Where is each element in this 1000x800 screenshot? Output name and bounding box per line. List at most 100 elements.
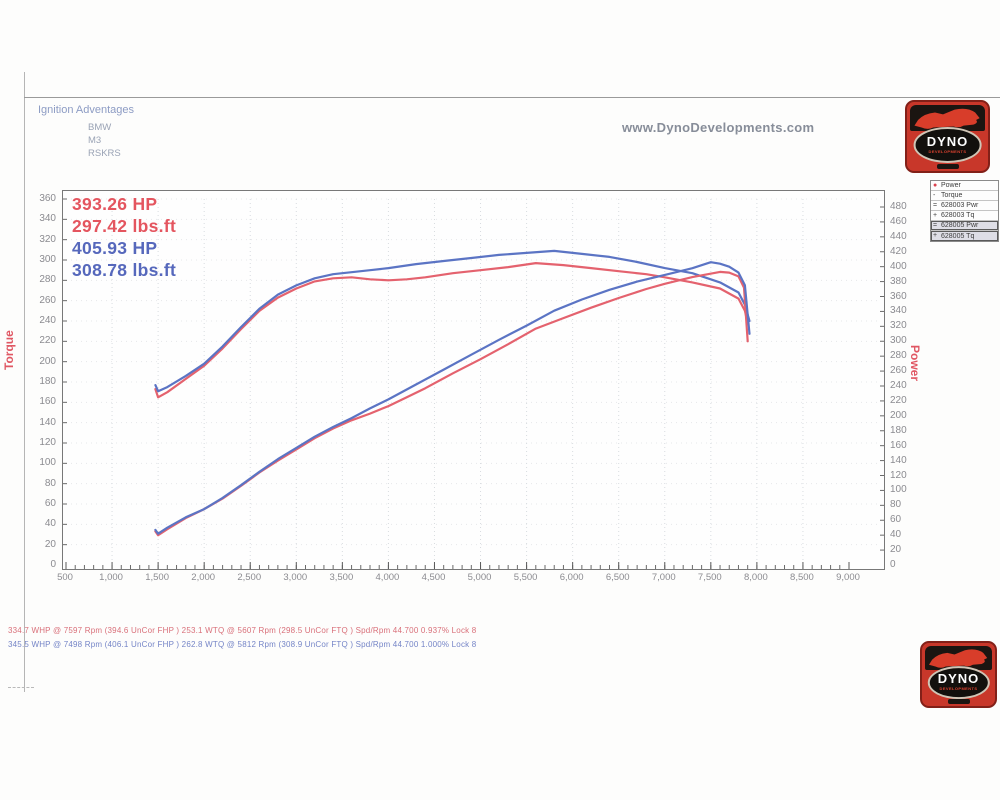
- power-tick-label: 460: [890, 215, 907, 227]
- legend-marker-icon: =: [933, 201, 938, 209]
- legend-item-628005-pwr: = 628005 Pwr: [931, 221, 998, 231]
- rpm-tick-label: 2,000: [191, 572, 216, 583]
- peak-stat-line: 405.93 HP: [72, 238, 158, 258]
- dyno-chart-canvas: [63, 198, 884, 569]
- rpm-tick-label: 8,500: [790, 572, 814, 583]
- power-tick-label: 420: [890, 245, 907, 257]
- torque-tick-label: 340: [39, 213, 56, 225]
- dyno-logo: DYNO DEVELOPMENTS: [920, 641, 997, 708]
- power-tick-label: 160: [890, 439, 907, 451]
- power-tick-label: 20: [890, 544, 902, 556]
- power-tick-label: 100: [890, 484, 907, 496]
- logo-foot: [947, 699, 970, 704]
- chart-legend: ● Power - Torque = 628003 Pwr +628003 Tq = 62800…: [930, 180, 999, 242]
- rpm-tick-label: 4,000: [375, 572, 400, 583]
- rpm-tick-label: 5,500: [513, 572, 538, 583]
- race-car-icon: [925, 646, 992, 670]
- rpm-tick-label: 2,500: [237, 572, 262, 583]
- torque-tick-label: 240: [39, 315, 56, 326]
- logo-name: DYNO: [937, 671, 980, 687]
- run-details: BMW M3 RSKRS: [88, 121, 121, 160]
- race-car-icon: [910, 105, 985, 132]
- rpm-tick-label: 6,000: [559, 572, 584, 583]
- legend-item-628005-tq: +628005 Tq: [931, 231, 998, 241]
- torque-tick-label: 120: [39, 437, 56, 448]
- curve-628003-tq: [154, 261, 749, 399]
- curve-628003-pwr: [154, 270, 749, 537]
- legend-label: 628003 Tq: [941, 212, 975, 219]
- power-axis-title: Power: [908, 345, 922, 382]
- torque-tick-label: 320: [39, 233, 56, 245]
- rpm-tick-label: 8,000: [743, 572, 768, 583]
- power-tick-label: 440: [890, 230, 907, 242]
- legend-marker-icon: -: [933, 191, 936, 199]
- peak-stat-line: 297.42 lbs.ft: [72, 216, 177, 236]
- rpm-tick-label: 4,500: [421, 572, 446, 583]
- rpm-tick-label: 6,500: [605, 572, 630, 583]
- power-tick-label: 60: [890, 514, 902, 526]
- power-tick-label: 480: [890, 201, 907, 212]
- power-tick-label: 220: [890, 394, 907, 406]
- power-tick-label: 80: [890, 499, 902, 511]
- legend-item-628003-pwr: = 628003 Pwr: [931, 201, 998, 211]
- power-tick-label: 0: [890, 559, 896, 570]
- torque-tick-label: 300: [39, 254, 56, 265]
- legend-item-628003-tq: +628003 Tq: [931, 211, 998, 221]
- rpm-tick-label: 1,500: [145, 572, 169, 583]
- torque-tick-label: 40: [44, 518, 56, 530]
- legend-marker-icon: +: [933, 232, 938, 239]
- run-summary-line: 334.7 WHP @ 7597 Rpm (394.6 UnCor FHP ) …: [8, 626, 477, 635]
- power-tick-label: 380: [890, 275, 907, 287]
- power-tick-label: 120: [890, 469, 907, 481]
- power-tick-label: 40: [890, 529, 902, 541]
- torque-tick-label: 360: [39, 193, 56, 204]
- torque-tick-label: 60: [44, 498, 56, 509]
- power-tick-label: 320: [890, 320, 907, 332]
- rpm-tick-label: 1,000: [99, 572, 123, 583]
- run-detail-model: M3: [88, 135, 102, 146]
- legend-label: Power: [941, 182, 961, 189]
- torque-tick-label: 180: [39, 376, 56, 387]
- scan-artifact-dash: [8, 687, 34, 688]
- logo-subtitle: DEVELOPMENTS: [928, 148, 967, 154]
- curve-628005-tq: [154, 249, 751, 393]
- rpm-tick-label: 5,000: [467, 572, 492, 583]
- legend-marker-icon: ●: [933, 181, 938, 189]
- power-tick-label: 360: [890, 290, 907, 302]
- power-tick-label: 240: [890, 380, 907, 391]
- logo-foot: [936, 164, 959, 169]
- torque-tick-label: 160: [39, 396, 56, 408]
- torque-axis-title: Torque: [2, 330, 16, 370]
- rpm-tick-label: 3,500: [329, 572, 354, 583]
- torque-tick-label: 280: [39, 274, 56, 286]
- legend-label: 628003 Pwr: [941, 202, 979, 209]
- scan-artifact-horizontal-line: [24, 97, 1000, 98]
- legend-marker-icon: =: [933, 221, 938, 229]
- legend-label: 628005 Tq: [941, 232, 975, 240]
- torque-tick-label: 80: [44, 477, 56, 489]
- rpm-tick-label: 500: [57, 572, 73, 583]
- run-detail-code: RSKRS: [88, 148, 121, 159]
- rpm-tick-label: 3,000: [283, 572, 308, 583]
- torque-tick-label: 260: [39, 294, 56, 306]
- peak-stat-line: 393.26 HP: [72, 194, 158, 214]
- logo-name: DYNO: [926, 133, 969, 149]
- legend-label: 628005 Pwr: [941, 222, 979, 229]
- peak-stats: 393.26 HP 297.42 lbs.ft 405.93 HP 308.78 lb…: [72, 193, 176, 281]
- torque-tick-label: 200: [39, 355, 56, 367]
- rpm-tick-label: 7,500: [697, 572, 722, 583]
- power-tick-label: 400: [890, 260, 907, 272]
- logo-oval: DYNO DEVELOPMENTS: [927, 665, 990, 699]
- run-detail-make: BMW: [88, 122, 112, 133]
- dyno-logo: DYNO DEVELOPMENTS: [905, 100, 990, 173]
- dyno-chart: [62, 190, 885, 570]
- power-tick-label: 340: [890, 305, 907, 317]
- power-tick-label: 180: [890, 424, 907, 436]
- rpm-tick-label: 7,000: [651, 572, 676, 583]
- logo-subtitle: DEVELOPMENTS: [939, 686, 978, 692]
- torque-tick-label: 140: [39, 416, 56, 428]
- legend-item-torque: - Torque: [931, 191, 998, 201]
- legend-label: Torque: [941, 192, 963, 199]
- power-tick-label: 200: [890, 409, 907, 421]
